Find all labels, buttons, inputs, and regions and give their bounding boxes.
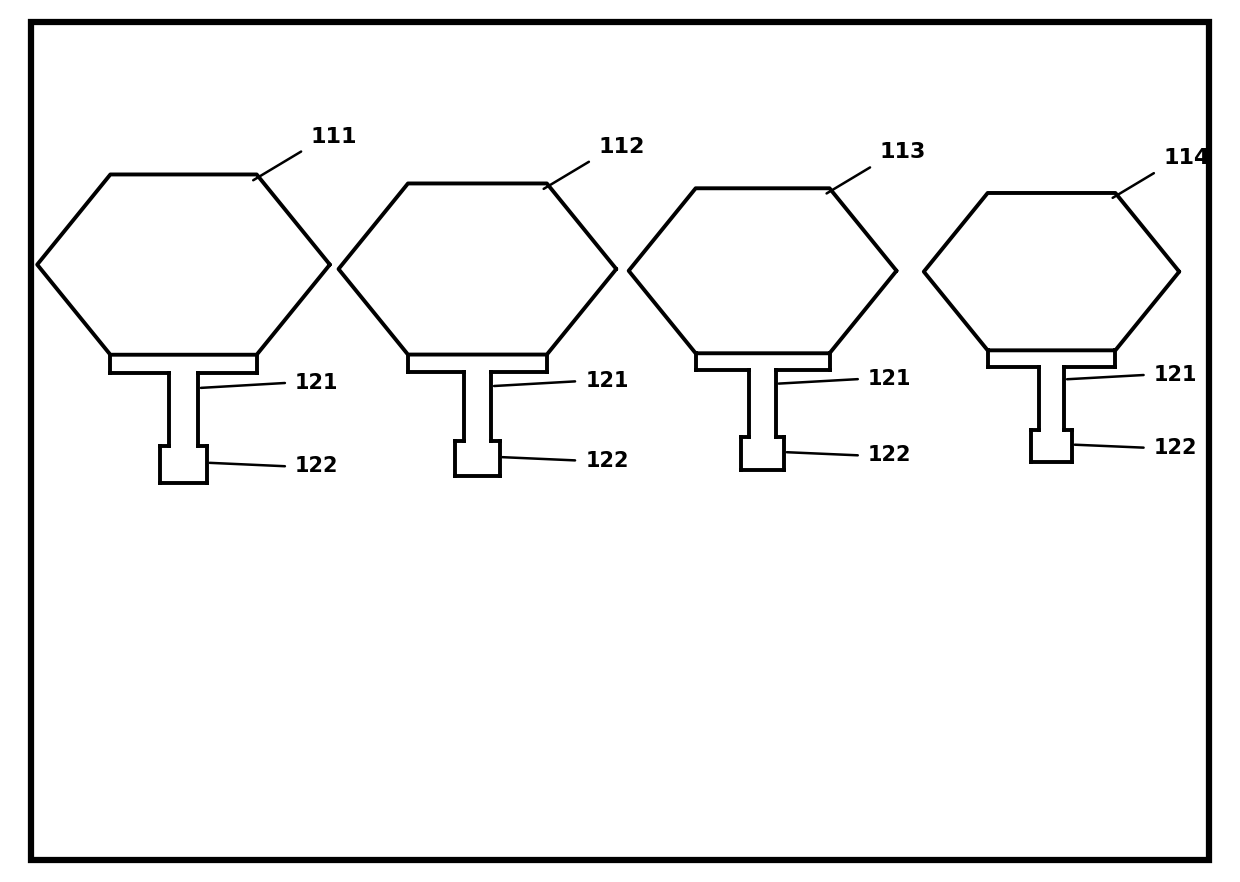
Text: 121: 121: [295, 373, 339, 392]
Text: 121: 121: [868, 369, 911, 389]
Text: 122: 122: [1153, 437, 1198, 458]
Text: 112: 112: [599, 137, 645, 157]
Text: 122: 122: [295, 456, 339, 476]
Text: 121: 121: [585, 371, 629, 392]
Text: 113: 113: [880, 143, 926, 162]
Text: 111: 111: [311, 127, 357, 146]
Text: 122: 122: [585, 451, 629, 470]
Text: 121: 121: [1153, 365, 1198, 385]
Text: 114: 114: [1163, 148, 1210, 168]
Text: 122: 122: [868, 445, 911, 466]
